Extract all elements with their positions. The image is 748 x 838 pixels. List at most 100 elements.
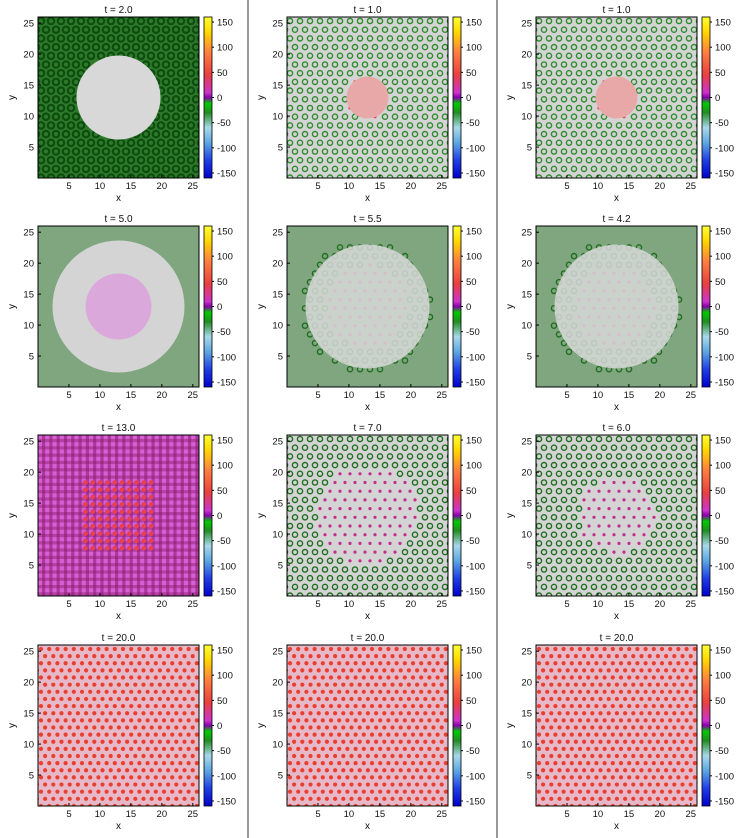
y-tick-label: 15 xyxy=(272,709,283,720)
colorbar-tick-label: -150 xyxy=(466,168,485,179)
colorbar-tick-label: 150 xyxy=(217,436,233,447)
plot-frame xyxy=(535,225,698,388)
x-tick-label: 10 xyxy=(593,599,604,610)
colorbar-tick-label: -50 xyxy=(217,536,231,547)
y-tick-label: 10 xyxy=(23,321,34,332)
y-tick-label: 20 xyxy=(272,259,283,270)
colorbar-tick-label: 100 xyxy=(217,43,233,54)
colorbar-tick-label: 50 xyxy=(217,696,228,707)
colorbar-tick-label: 50 xyxy=(217,68,228,79)
y-tick-label: 25 xyxy=(272,228,283,239)
colorbar-tick-label: -100 xyxy=(217,143,236,154)
colorbar xyxy=(452,225,462,388)
y-axis-label: y xyxy=(505,95,516,100)
y-tick-label: 10 xyxy=(521,112,532,123)
colorbar-tick-label: -50 xyxy=(466,118,480,129)
y-axis-label: y xyxy=(7,304,18,309)
colorbar-tick-label: 100 xyxy=(466,43,482,54)
x-axis-label: x xyxy=(116,193,121,204)
x-tick-label: 5 xyxy=(564,181,569,192)
colorbar xyxy=(701,434,711,597)
colorbar-tick-label: 0 xyxy=(217,721,222,732)
x-tick-label: 15 xyxy=(126,390,137,401)
colorbar-tick-label: -50 xyxy=(715,746,729,757)
colorbar-tick-label: 0 xyxy=(217,93,222,104)
x-axis-label: x xyxy=(365,402,370,413)
y-tick-label: 10 xyxy=(23,112,34,123)
panel-3: t = 1.0 5 10 15 20 25 5 10 15 20 25 x y 150 100 50 0 -50 -… xyxy=(505,5,734,204)
y-tick-label: 5 xyxy=(278,561,283,572)
x-tick-label: 5 xyxy=(66,181,71,192)
colorbar-tick-label: 0 xyxy=(217,302,222,313)
colorbar-tick-label: 0 xyxy=(715,721,720,732)
x-tick-label: 10 xyxy=(344,390,355,401)
plot-frame xyxy=(286,434,449,597)
panel-title: t = 1.0 xyxy=(602,5,631,16)
colorbar-tick-label: -50 xyxy=(217,118,231,129)
x-tick-label: 5 xyxy=(564,390,569,401)
colorbar-tick-label: -50 xyxy=(715,327,729,338)
colorbar-tick-label: -100 xyxy=(715,561,734,572)
y-tick-label: 10 xyxy=(272,112,283,123)
colorbar-tick-label: -150 xyxy=(466,796,485,807)
plot-frame xyxy=(37,225,200,388)
heatmap-field xyxy=(287,17,448,178)
colorbar-tick-label: 0 xyxy=(466,511,471,522)
colorbar-tick-label: -150 xyxy=(217,377,236,388)
colorbar-tick-label: 150 xyxy=(466,646,482,657)
x-tick-label: 5 xyxy=(315,181,320,192)
y-tick-label: 25 xyxy=(272,19,283,30)
plot-frame xyxy=(286,644,449,807)
plot-frame xyxy=(535,16,698,179)
x-tick-label: 10 xyxy=(95,181,106,192)
colorbar xyxy=(203,434,213,597)
y-tick-label: 5 xyxy=(527,143,532,154)
colorbar-tick-label: 0 xyxy=(715,93,720,104)
x-tick-label: 10 xyxy=(344,599,355,610)
x-axis-label: x xyxy=(365,821,370,832)
y-tick-label: 20 xyxy=(272,678,283,689)
heatmap-field xyxy=(536,435,697,596)
y-tick-label: 5 xyxy=(278,771,283,782)
colorbar-tick-label: 50 xyxy=(217,486,228,497)
colorbar-tick-label: -150 xyxy=(715,168,734,179)
colorbar-tick-label: 50 xyxy=(466,68,477,79)
y-tick-label: 10 xyxy=(23,530,34,541)
y-tick-label: 15 xyxy=(272,499,283,510)
x-tick-label: 10 xyxy=(95,809,106,820)
colorbar-tick-label: -100 xyxy=(715,771,734,782)
panel-12: t = 20.0 5 10 15 20 25 5 10 15 20 25 x y 150 100 50 0 -50… xyxy=(505,633,734,832)
colorbar-tick-label: -150 xyxy=(715,796,734,807)
y-tick-label: 15 xyxy=(23,290,34,301)
panel-1: t = 2.0 5 10 15 20 25 5 10 15 20 25 x y 150 100 50 0 -50 -… xyxy=(7,5,236,204)
plot-frame xyxy=(286,225,449,388)
y-tick-label: 20 xyxy=(23,50,34,61)
x-tick-label: 5 xyxy=(66,390,71,401)
y-tick-label: 20 xyxy=(23,678,34,689)
colorbar-tick-label: 50 xyxy=(466,486,477,497)
colorbar xyxy=(203,644,213,807)
heatmap-field xyxy=(536,226,697,387)
y-tick-label: 5 xyxy=(29,143,34,154)
x-tick-label: 15 xyxy=(375,809,386,820)
colorbar-tick-label: 0 xyxy=(715,511,720,522)
x-tick-label: 25 xyxy=(437,181,448,192)
x-tick-label: 20 xyxy=(406,809,417,820)
y-tick-label: 25 xyxy=(23,228,34,239)
colorbar-tick-label: 100 xyxy=(217,252,233,263)
y-axis-label: y xyxy=(7,723,18,728)
panel-4: t = 5.0 5 10 15 20 25 5 10 15 20 25 x y 150 100 50 0 -50 -… xyxy=(7,214,236,413)
x-tick-label: 20 xyxy=(655,181,666,192)
colorbar-tick-label: 0 xyxy=(466,302,471,313)
colorbar-tick-label: 150 xyxy=(217,18,233,29)
y-tick-label: 25 xyxy=(521,19,532,30)
pattern-spots xyxy=(287,435,448,596)
colorbar-tick-label: -150 xyxy=(217,796,236,807)
colorbar-tick-label: 100 xyxy=(715,252,731,263)
y-tick-label: 5 xyxy=(527,561,532,572)
colorbar-tick-label: 100 xyxy=(715,43,731,54)
colorbar-tick-label: 0 xyxy=(715,302,720,313)
y-tick-label: 25 xyxy=(521,228,532,239)
panel-title: t = 7.0 xyxy=(353,423,382,434)
y-tick-label: 15 xyxy=(521,709,532,720)
